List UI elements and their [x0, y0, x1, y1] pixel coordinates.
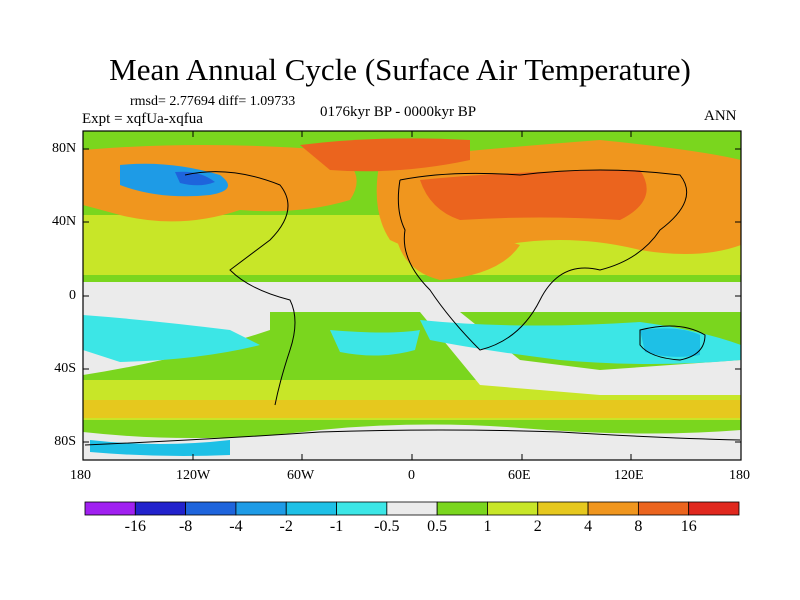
axis-ticks — [83, 131, 741, 460]
field-cool-south-atlantic — [330, 330, 420, 356]
field-cool-hudson — [175, 171, 215, 186]
plot-title: Mean Annual Cycle (Surface Air Temperatu… — [109, 52, 691, 87]
colorbar-swatch — [386, 501, 438, 516]
colorbar — [84, 501, 740, 516]
field-band-equator — [83, 282, 741, 312]
lon-tick-0: 0 — [408, 468, 415, 483]
colorbar-swatch — [587, 501, 639, 516]
field-cool-antarctic-west — [90, 440, 230, 456]
field-cool-south-pacific — [83, 315, 260, 362]
colorbar-swatch — [134, 501, 187, 516]
lon-tick-60e: 60E — [508, 468, 531, 483]
field-band-sh-warm — [83, 400, 741, 418]
colorbar-label: 0.5 — [427, 518, 448, 535]
lat-tick-40n: 40N — [52, 214, 77, 229]
field-warm-north-africa — [395, 229, 520, 280]
field-cool-canada — [120, 163, 228, 197]
colorbar-label: 16 — [680, 518, 697, 535]
colorbar-label: 4 — [584, 518, 593, 535]
lon-tick-120w: 120W — [176, 468, 211, 483]
lat-tick-80s: 80S — [54, 434, 76, 449]
field-warm-arctic — [300, 138, 470, 172]
colorbar-swatch — [436, 501, 488, 516]
colorbar-label: -8 — [178, 518, 193, 535]
colorbar-swatch — [487, 501, 539, 516]
colorbar-swatch — [235, 501, 287, 516]
lon-tick-180w: 180 — [70, 468, 91, 483]
colorbar-label: 8 — [634, 518, 643, 535]
colorbar-swatch — [537, 501, 589, 516]
colorbar-swatch — [688, 501, 740, 516]
lat-tick-0: 0 — [69, 288, 76, 303]
field-south-indian-neutral — [420, 312, 741, 395]
lat-tick-40s: 40S — [54, 361, 76, 376]
field-warm-siberia — [420, 170, 647, 220]
colorbar-swatch — [336, 501, 388, 516]
experiment-label: Expt = xqfUa-xqfua — [82, 111, 203, 127]
lon-tick-60w: 60W — [287, 468, 315, 483]
colorbar-swatch — [637, 501, 690, 516]
colorbar-label: -0.5 — [374, 518, 400, 535]
coastlines — [84, 169, 741, 446]
lon-tick-180e: 180 — [729, 468, 750, 483]
colorbar-label: -4 — [229, 518, 243, 535]
colorbar-label: 1 — [483, 518, 492, 535]
colorbar-label: -16 — [124, 518, 146, 535]
colorbar-swatch — [185, 501, 237, 516]
time-period-label: 0176kyr BP - 0000kyr BP — [320, 104, 477, 120]
lat-tick-80n: 80N — [52, 141, 77, 156]
colorbar-swatch — [285, 501, 337, 516]
colorbar-label: -2 — [279, 518, 293, 535]
field-cool-australia — [640, 328, 700, 357]
rmsd-diff-stats: rmsd= 2.77694 diff= 1.09733 — [130, 94, 296, 109]
colorbar-swatch — [84, 501, 136, 516]
season-label: ANN — [704, 108, 737, 124]
colorbar-label: 2 — [533, 518, 542, 535]
anomaly-field — [83, 131, 741, 460]
colorbar-label: -1 — [329, 518, 344, 535]
lon-tick-120e: 120E — [614, 468, 644, 483]
